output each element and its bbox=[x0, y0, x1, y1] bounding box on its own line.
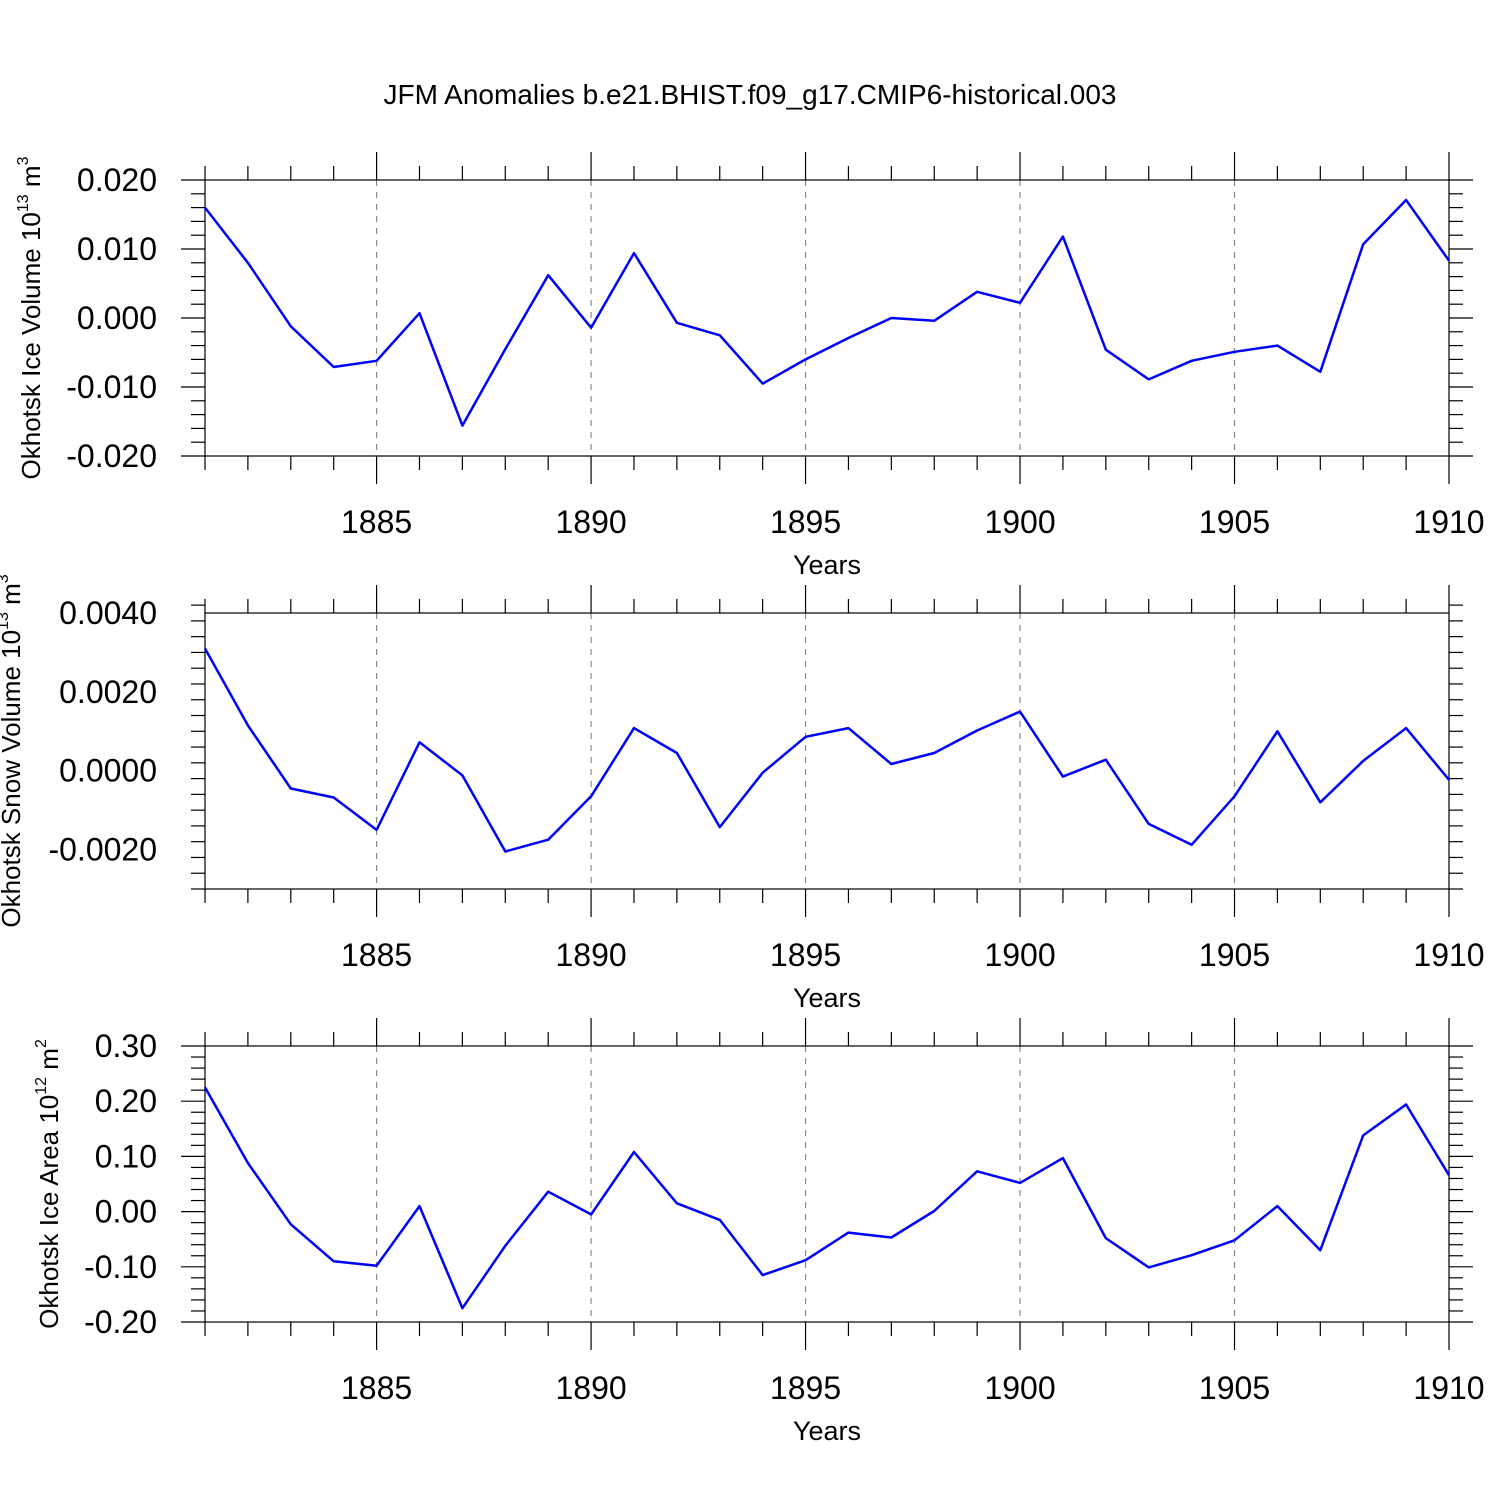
y-axis-label-text: Okhotsk Snow Volume 10 bbox=[0, 630, 26, 928]
x-tick-label: 1885 bbox=[341, 1370, 412, 1406]
x-tick-label: 1885 bbox=[341, 504, 412, 540]
y-tick-label: 0.0020 bbox=[59, 674, 157, 710]
y-tick-label: 0.10 bbox=[95, 1138, 157, 1174]
y-axis-label-unit: m bbox=[16, 165, 46, 194]
panels: 0.020 0.010 0.000 -0.010 -0.020 1885 1890 1895 1… bbox=[0, 152, 1485, 1446]
x-axis-label: Years bbox=[793, 983, 861, 1013]
y-axis-label: Okhotsk Snow Volume 1013 m3 bbox=[0, 574, 26, 927]
series-line bbox=[204, 198, 1451, 427]
x-tick-label: 1910 bbox=[1413, 504, 1484, 540]
y-axis-label-text: Okhotsk Ice Area 10 bbox=[34, 1095, 64, 1329]
y-tick-label: 0.00 bbox=[95, 1194, 157, 1230]
y-tick-label: 0.020 bbox=[77, 162, 157, 198]
y-tick-label: 0.0040 bbox=[59, 595, 157, 631]
y-tick-label: 0.30 bbox=[95, 1028, 157, 1064]
y-tick-label: -0.020 bbox=[66, 438, 157, 474]
y-tick-label: 0.010 bbox=[77, 231, 157, 267]
y-tick-label: -0.10 bbox=[84, 1249, 157, 1285]
x-tick-label: 1910 bbox=[1413, 1370, 1484, 1406]
y-axis-label: Okhotsk Ice Area 1012 m2 bbox=[33, 1039, 64, 1329]
y-axis-label-unit-power: 2 bbox=[33, 1039, 50, 1048]
plot-frame bbox=[204, 612, 1450, 890]
x-tick-label: 1905 bbox=[1199, 1370, 1270, 1406]
y-axis-label-exponent: 12 bbox=[33, 1077, 50, 1095]
x-tick-label: 1900 bbox=[984, 937, 1055, 973]
series-line bbox=[203, 1086, 1451, 1310]
y-axis-label-exponent: 13 bbox=[0, 612, 12, 630]
x-tick-label: 1895 bbox=[770, 937, 841, 973]
plot-frame bbox=[204, 179, 1450, 457]
y-tick-label: -0.0020 bbox=[48, 832, 157, 868]
x-axis-label: Years bbox=[793, 550, 861, 580]
x-tick-label: 1890 bbox=[555, 937, 626, 973]
y-tick-label: 0.20 bbox=[95, 1083, 157, 1119]
x-tick-label: 1895 bbox=[770, 1370, 841, 1406]
y-axis-label-unit-power: 3 bbox=[15, 156, 32, 165]
x-tick-label: 1885 bbox=[341, 937, 412, 973]
y-axis-label: Okhotsk Ice Volume 1013 m3 bbox=[15, 156, 46, 479]
x-tick-label: 1890 bbox=[555, 504, 626, 540]
y-axis-label-exponent: 13 bbox=[15, 194, 32, 212]
x-tick-label: 1900 bbox=[984, 1370, 1055, 1406]
x-tick-label: 1895 bbox=[770, 504, 841, 540]
x-tick-label: 1905 bbox=[1199, 504, 1270, 540]
plot-frame bbox=[204, 1045, 1450, 1323]
chart-panel-1: 0.020 0.010 0.000 -0.010 -0.020 1885 1890 1895 1… bbox=[15, 152, 1485, 580]
y-axis-label-unit: m bbox=[0, 583, 26, 612]
y-axis-label-text: Okhotsk Ice Volume 10 bbox=[16, 212, 46, 479]
figure-title: JFM Anomalies b.e21.BHIST.f09_g17.CMIP6-… bbox=[383, 79, 1116, 110]
y-axis-label-unit-power: 3 bbox=[0, 574, 12, 583]
y-axis-label-unit: m bbox=[34, 1048, 64, 1077]
chart-panel-2: 0.0040 0.0020 0.0000 -0.0020 1885 1890 1895 190… bbox=[0, 574, 1485, 1013]
series-line bbox=[203, 647, 1450, 853]
y-tick-label: -0.20 bbox=[84, 1304, 157, 1340]
y-tick-label: -0.010 bbox=[66, 369, 157, 405]
y-tick-label: 0.000 bbox=[77, 300, 157, 336]
x-tick-label: 1890 bbox=[555, 1370, 626, 1406]
x-tick-label: 1910 bbox=[1413, 937, 1484, 973]
x-tick-label: 1905 bbox=[1199, 937, 1270, 973]
chart-panel-3: 0.30 0.20 0.10 0.00 -0.10 -0.20 1885 1890 1895 19… bbox=[33, 1018, 1485, 1446]
x-tick-label: 1900 bbox=[984, 504, 1055, 540]
y-tick-label: 0.0000 bbox=[59, 753, 157, 789]
x-axis-label: Years bbox=[793, 1416, 861, 1446]
